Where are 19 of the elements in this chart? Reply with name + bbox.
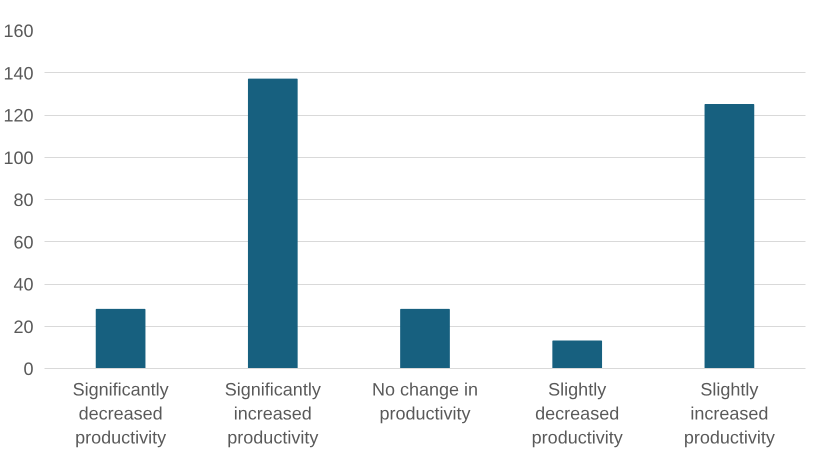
bar: [96, 308, 146, 368]
x-tick-label: Significantly decreased productivity: [72, 380, 169, 448]
y-tick-label: 100: [3, 148, 34, 168]
x-tick-label: Slightly increased productivity: [684, 380, 775, 448]
x-tick-label: Significantly increased productivity: [224, 380, 321, 448]
y-tick-label: 0: [23, 359, 34, 379]
bar: [704, 104, 754, 368]
y-tick-label: 40: [13, 274, 34, 294]
y-tick-label: 120: [3, 106, 34, 126]
bar: [400, 308, 450, 368]
x-tick-label: Slightly decreased productivity: [532, 380, 623, 448]
x-tick-label: No change in productivity: [372, 380, 478, 424]
bar: [248, 78, 298, 368]
y-tick-label: 140: [3, 63, 34, 84]
y-tick-label: 60: [13, 232, 34, 252]
y-tick-label: 160: [3, 21, 34, 41]
y-tick-label: 80: [13, 190, 34, 210]
y-tick-label: 20: [13, 316, 34, 337]
bar: [552, 340, 602, 368]
